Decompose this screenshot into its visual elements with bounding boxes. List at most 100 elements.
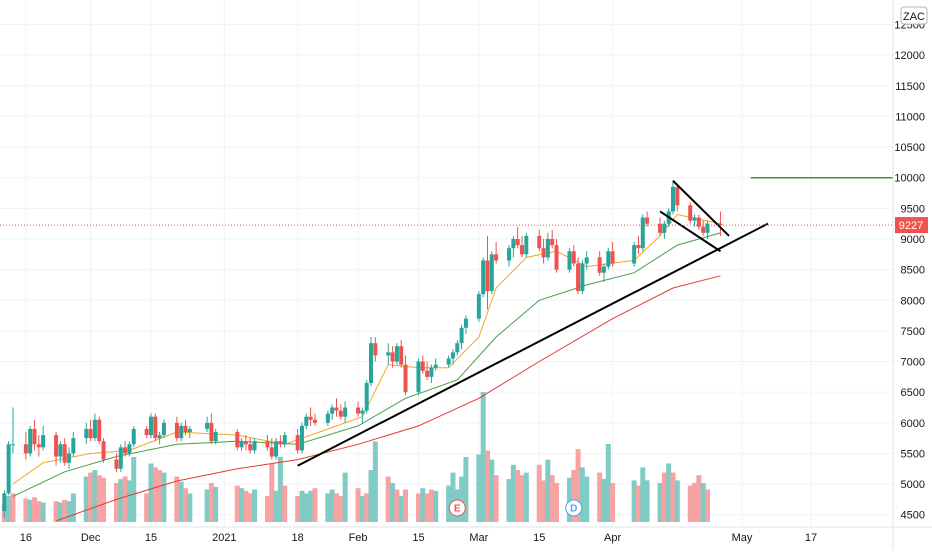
- candle-body: [308, 416, 313, 420]
- candle-body: [235, 432, 240, 448]
- price-tick-label: 9500: [901, 203, 925, 215]
- volume-bar: [239, 488, 245, 522]
- volume-bar: [40, 502, 46, 522]
- candle-body: [179, 425, 184, 439]
- candle-body: [360, 410, 365, 414]
- price-tick-label: 4500: [901, 510, 925, 522]
- time-tick-label: 2021: [212, 532, 236, 544]
- volume-bar: [122, 476, 128, 522]
- volume-bar: [269, 463, 275, 522]
- candle-body: [645, 217, 650, 224]
- candle-body: [252, 441, 257, 451]
- candle-body: [187, 428, 192, 433]
- candle-body: [463, 318, 468, 328]
- volume-bar: [66, 501, 72, 522]
- volume-bar: [273, 490, 279, 522]
- event-badge: [565, 499, 583, 517]
- candle-body: [446, 358, 451, 365]
- volume-bar: [83, 476, 89, 522]
- volume-bar: [101, 477, 107, 522]
- last-price-tag: [895, 217, 928, 234]
- candle-body: [554, 245, 559, 270]
- volume-bar: [696, 475, 702, 522]
- volume-bar: [364, 493, 370, 522]
- time-tick-label: 18: [292, 532, 304, 544]
- candle-body: [274, 441, 279, 457]
- candle-body: [278, 441, 283, 445]
- volume-bar: [510, 464, 516, 522]
- volume-bar: [541, 480, 547, 522]
- volume-bar: [204, 489, 210, 522]
- volume-bar: [597, 472, 603, 522]
- candle-body: [718, 223, 723, 226]
- volume-bar: [118, 479, 124, 522]
- trend-line: [297, 222, 769, 467]
- volume-bar: [420, 488, 426, 522]
- volume-bar: [187, 493, 193, 522]
- candle-body: [485, 260, 490, 292]
- price-tick-label: 7500: [901, 326, 925, 338]
- candle-body: [356, 407, 361, 414]
- candle-body: [476, 294, 481, 319]
- candle-body: [450, 352, 455, 359]
- candle-body: [576, 263, 581, 292]
- currency-label: ZAC: [903, 11, 925, 23]
- candle-body: [299, 425, 304, 451]
- time-tick-label: Dec: [81, 532, 101, 544]
- candle-body: [183, 425, 188, 433]
- trend-drawings[interactable]: [297, 176, 893, 467]
- volume-bar: [247, 493, 253, 522]
- candle-body: [705, 223, 710, 233]
- volume-bars: [1, 392, 710, 522]
- volume-bar: [489, 459, 495, 522]
- candle-body: [123, 447, 128, 454]
- candle-body: [2, 493, 7, 512]
- volume-bar: [549, 475, 555, 522]
- volume-bar: [480, 392, 486, 522]
- candle-body: [334, 407, 339, 411]
- volume-bar: [264, 496, 270, 522]
- volume-bar: [459, 476, 465, 522]
- candle-body: [269, 447, 274, 457]
- candle-body: [54, 435, 59, 457]
- price-candles: [2, 180, 723, 518]
- volume-bar: [312, 488, 318, 522]
- candle-body: [640, 217, 645, 249]
- volume-bar: [584, 476, 590, 522]
- time-tick-label: Mar: [469, 532, 488, 544]
- volume-bar: [282, 485, 288, 522]
- candle-body: [304, 416, 309, 426]
- candle-body: [580, 263, 585, 292]
- volume-bar: [554, 483, 560, 522]
- candle-body: [515, 238, 520, 246]
- time-axis[interactable]: 16 Dec 15 2021 18 Feb 15 Mar 15 Apr May 17: [0, 526, 932, 544]
- volume-bar: [234, 485, 240, 522]
- price-tick-label: 9000: [901, 234, 925, 246]
- volume-bar: [390, 483, 396, 522]
- volume-bar: [424, 493, 430, 522]
- candle-body: [265, 441, 270, 448]
- volume-bar: [463, 457, 469, 522]
- volume-bar: [303, 493, 309, 522]
- volume-bar: [640, 467, 646, 522]
- price-tick-label: 10500: [894, 142, 925, 154]
- candle-body: [248, 444, 253, 451]
- time-tick-label: 15: [533, 532, 545, 544]
- candle-body: [459, 327, 464, 344]
- candle-body: [330, 407, 335, 414]
- volume-bar: [661, 472, 667, 522]
- candle-body: [6, 444, 11, 494]
- time-tick-label: May: [732, 532, 753, 544]
- volume-bar: [519, 475, 525, 522]
- time-tick-label: 15: [412, 532, 424, 544]
- volume-bar: [183, 488, 189, 522]
- volume-bar: [536, 464, 542, 522]
- volume-bar: [368, 470, 374, 522]
- candle-body: [92, 419, 97, 439]
- time-tick-label: 15: [145, 532, 157, 544]
- price-axis[interactable]: 4500 5000 5500 6000 6500 7000 7500 8000 8500 9000…: [892, 0, 928, 550]
- volume-bar: [148, 463, 154, 522]
- price-tick-label: 5500: [901, 448, 925, 460]
